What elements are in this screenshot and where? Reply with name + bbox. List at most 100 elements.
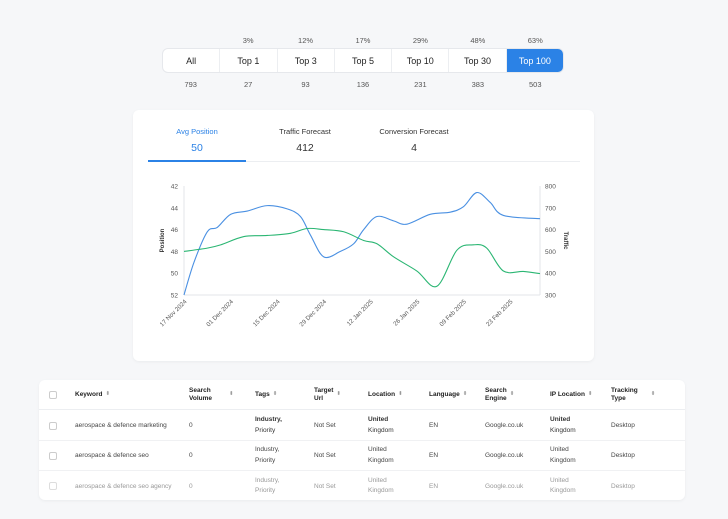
header-tags[interactable]: Tags ⬍ xyxy=(255,380,277,409)
y2-tick-label: 800 xyxy=(545,184,556,191)
cell-location: United Kingdom xyxy=(368,411,394,440)
y2-tick-label: 400 xyxy=(545,271,556,278)
tab-conversion-forecast-label: Conversion Forecast xyxy=(379,127,449,136)
table-row[interactable]: aerospace & defence seo 0 Industry, Prior… xyxy=(39,441,685,471)
cell-language: EN xyxy=(429,422,439,429)
cell-location-line-1: United xyxy=(368,476,387,484)
segment-top-5[interactable]: Top 5 xyxy=(335,49,393,72)
tab-avg-position-value: 50 xyxy=(191,142,203,154)
keywords-table: Keyword ⬍ Search Volume ⬍ Tags ⬍ Target Url… xyxy=(39,380,685,500)
segment-top-100[interactable]: Top 100 xyxy=(506,49,563,72)
position-filter: 3% 12% 17% 29% 48% 63% All Top 1 Top 3 T… xyxy=(162,32,564,93)
segment-top-30[interactable]: Top 30 xyxy=(449,49,507,72)
chart-tabs: Avg Position 50 Traffic Forecast 412 Con… xyxy=(148,124,580,162)
cell-tags-line-1: Industry, xyxy=(255,446,280,454)
cell-language: EN xyxy=(429,452,439,459)
cell-keyword[interactable]: aerospace & defence seo xyxy=(75,452,149,459)
cell-tracking: Desktop xyxy=(611,452,635,459)
cell-keyword[interactable]: aerospace & defence marketing xyxy=(75,422,167,429)
x-tick-label: 29 Dec 2024 xyxy=(298,298,328,328)
cell-tracking: Desktop xyxy=(611,422,635,429)
cell-tags: Industry, Priority xyxy=(255,471,279,501)
cell-ip-line-2: Kingdom xyxy=(550,426,576,434)
y-tick-label: 48 xyxy=(171,249,179,256)
sort-icon: ⬍ xyxy=(398,391,403,398)
tab-avg-position[interactable]: Avg Position 50 xyxy=(148,124,246,162)
header-search-volume[interactable]: Search Volume ⬍ xyxy=(189,380,234,409)
cell-tags-line-2: Priority xyxy=(255,487,276,494)
segment-all[interactable]: All xyxy=(163,49,221,72)
percent-top-10: 29% xyxy=(412,35,428,45)
header-tracking-type[interactable]: Tracking Type ⬍ xyxy=(611,380,655,409)
row-checkbox[interactable] xyxy=(49,421,57,430)
y-tick-label: 44 xyxy=(171,205,179,212)
position-segment-group: All Top 1 Top 3 Top 5 Top 10 Top 30 Top … xyxy=(162,48,564,73)
cell-ip-location: United Kingdom xyxy=(550,471,576,501)
cell-tags: Industry, Priority xyxy=(255,441,279,470)
x-tick-label: 12 Jan 2025 xyxy=(346,298,375,327)
header-engine-label: Search Engine xyxy=(485,386,507,402)
count-top-1: 27 xyxy=(243,79,253,89)
segment-top-3[interactable]: Top 3 xyxy=(278,49,335,72)
count-top-10: 231 xyxy=(414,79,427,89)
cell-keyword[interactable]: aerospace & defence seo agency xyxy=(75,482,172,490)
cell-engine: Google.co.uk xyxy=(485,452,524,459)
cell-location: United Kingdom xyxy=(368,471,394,501)
tab-conversion-forecast[interactable]: Conversion Forecast 4 xyxy=(364,124,464,161)
segment-top-1[interactable]: Top 1 xyxy=(220,49,278,72)
row-checkbox[interactable] xyxy=(49,451,57,460)
table-header: Keyword ⬍ Search Volume ⬍ Tags ⬍ Target Url… xyxy=(39,380,685,410)
header-location-label: Location xyxy=(368,390,396,398)
cell-ip-location: United Kingdom xyxy=(550,411,576,440)
segment-top-10[interactable]: Top 10 xyxy=(392,49,450,72)
cell-ip-line-2: Kingdom xyxy=(550,487,576,494)
x-tick-label: 09 Feb 2025 xyxy=(438,298,468,328)
header-language[interactable]: Language ⬍ xyxy=(429,380,467,409)
cell-target-url: Not Set xyxy=(314,422,336,429)
header-target-url[interactable]: Target Url ⬍ xyxy=(314,380,341,409)
cell-location-line-1: United xyxy=(368,446,387,454)
header-location[interactable]: Location ⬍ xyxy=(368,380,403,409)
row-checkbox[interactable] xyxy=(49,482,57,490)
select-all-checkbox[interactable] xyxy=(49,390,57,399)
cell-volume: 0 xyxy=(189,422,193,429)
header-ip-label: IP Location xyxy=(550,390,585,398)
cell-engine: Google.co.uk xyxy=(485,482,524,490)
table-row[interactable]: aerospace & defence seo agency 0 Industr… xyxy=(39,471,685,501)
y2-axis-title: Traffic xyxy=(562,231,568,250)
count-all: 793 xyxy=(184,79,197,89)
tab-traffic-forecast[interactable]: Traffic Forecast 412 xyxy=(246,124,364,161)
cell-ip-location: United Kingdom xyxy=(550,441,576,470)
cell-volume: 0 xyxy=(189,452,193,459)
header-ip-location[interactable]: IP Location ⬍ xyxy=(550,380,593,409)
sort-icon: ⬍ xyxy=(229,391,234,398)
cell-location-line-2: Kingdom xyxy=(368,456,394,464)
header-target-label: Target Url xyxy=(314,386,334,402)
cell-tags-line-2: Priority xyxy=(255,426,276,434)
sort-icon: ⬍ xyxy=(272,391,278,398)
cell-ip-line-2: Kingdom xyxy=(550,456,576,464)
table-row[interactable]: aerospace & defence marketing 0 Industry… xyxy=(39,411,685,441)
percent-row: 3% 12% 17% 29% 48% 63% xyxy=(162,32,564,48)
x-tick-label: 01 Dec 2024 xyxy=(205,298,235,328)
cell-tags-line-1: Industry, xyxy=(255,416,282,424)
count-row: 793 27 93 136 231 383 503 xyxy=(162,75,564,93)
row-select-cell xyxy=(49,441,57,470)
cell-location-line-2: Kingdom xyxy=(368,487,394,494)
cell-target-url: Not Set xyxy=(314,482,336,490)
cell-location-line-1: United xyxy=(368,416,389,424)
sort-icon: ⬍ xyxy=(509,391,515,398)
percent-top-100: 63% xyxy=(527,35,543,45)
count-top-30: 383 xyxy=(471,79,485,89)
position-traffic-chart: 42 44 46 48 50 52 800 700 600 500 400 300 Position Tr… xyxy=(159,184,568,329)
header-language-label: Language xyxy=(429,390,460,398)
x-tick-label: 23 Feb 2025 xyxy=(485,298,515,328)
tab-traffic-forecast-value: 412 xyxy=(296,142,314,154)
cell-ip-line-1: United xyxy=(550,476,569,484)
header-search-engine[interactable]: Search Engine ⬍ xyxy=(485,380,514,409)
y2-tick-label: 300 xyxy=(545,293,556,300)
x-tick-label: 26 Jan 2025 xyxy=(392,298,421,327)
y-axis-title: Position xyxy=(160,228,166,252)
header-keyword[interactable]: Keyword ⬍ xyxy=(75,380,110,409)
y-tick-label: 46 xyxy=(171,227,179,234)
